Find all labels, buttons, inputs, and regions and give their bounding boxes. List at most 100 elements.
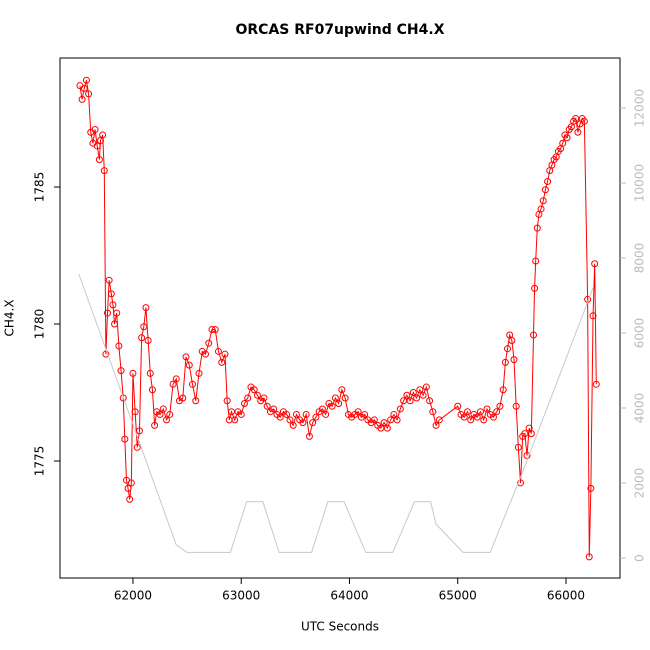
data-point <box>214 347 222 355</box>
data-point <box>328 402 336 410</box>
data-point <box>205 339 213 347</box>
data-point <box>426 397 434 405</box>
data-point <box>146 369 154 377</box>
data-point <box>142 304 150 312</box>
data-point <box>370 416 378 424</box>
data-point <box>286 416 294 424</box>
data-point <box>510 356 518 364</box>
data-point <box>309 419 317 427</box>
data-point <box>211 326 219 334</box>
data-point <box>111 320 119 328</box>
data-point <box>331 394 339 402</box>
data-point <box>104 309 112 317</box>
data-point <box>127 479 135 487</box>
data-point <box>409 389 417 397</box>
data-point <box>159 405 167 413</box>
data-point <box>496 402 504 410</box>
data-point <box>144 336 152 344</box>
data-point <box>322 410 330 418</box>
data-point <box>135 427 143 435</box>
data-point <box>208 326 216 334</box>
x-tick-label: 64000 <box>330 589 368 603</box>
y2-tick-label: 6000 <box>633 318 647 349</box>
data-point <box>91 126 99 134</box>
data-point <box>169 380 177 388</box>
data-point <box>483 405 491 413</box>
data-point <box>182 353 190 361</box>
data-point <box>172 375 180 383</box>
data-point <box>539 197 547 205</box>
data-point <box>406 397 414 405</box>
data-point <box>429 408 437 416</box>
data-point <box>544 178 552 186</box>
data-point <box>138 334 146 342</box>
data-point <box>341 394 349 402</box>
data-point <box>432 421 440 429</box>
data-point <box>380 419 388 427</box>
data-point <box>589 312 597 320</box>
data-point <box>305 432 313 440</box>
data-point <box>335 399 343 407</box>
data-point <box>514 443 522 451</box>
data-point <box>221 350 229 358</box>
x-tick-label: 62000 <box>114 589 152 603</box>
data-point <box>292 410 300 418</box>
data-point <box>416 386 424 394</box>
data-point <box>109 301 117 309</box>
data-point <box>563 134 571 142</box>
x-tick-label: 63000 <box>222 589 260 603</box>
y-tick-label: 1780 <box>33 309 47 340</box>
data-point <box>80 84 88 92</box>
data-point <box>148 386 156 394</box>
data-point <box>473 413 481 421</box>
data-point <box>390 410 398 418</box>
data-point <box>530 331 538 339</box>
data-point <box>250 386 258 394</box>
x-tick-label: 66000 <box>547 589 585 603</box>
data-point <box>253 391 261 399</box>
data-point <box>592 380 600 388</box>
data-point <box>476 408 484 416</box>
data-point <box>403 391 411 399</box>
data-point <box>527 430 535 438</box>
data-point <box>133 443 141 451</box>
plot-frame <box>59 57 621 579</box>
data-point <box>82 76 90 84</box>
data-point <box>179 394 187 402</box>
data-point <box>537 205 545 213</box>
data-point <box>312 413 320 421</box>
data-point <box>517 479 525 487</box>
data-point <box>151 421 159 429</box>
data-point <box>113 309 121 317</box>
y-tick-label: 1775 <box>33 446 47 477</box>
data-point <box>302 410 310 418</box>
data-point <box>102 350 110 358</box>
data-point <box>100 167 108 175</box>
series-line <box>78 273 594 553</box>
data-point <box>119 394 127 402</box>
data-point <box>117 367 125 375</box>
data-point <box>240 399 248 407</box>
data-point <box>531 284 539 292</box>
y2-tick-label: 4000 <box>633 393 647 424</box>
data-point <box>99 131 107 139</box>
data-point <box>163 416 171 424</box>
y2-tick-label: 2000 <box>633 468 647 499</box>
data-point <box>533 224 541 232</box>
data-point <box>185 361 193 369</box>
data-point <box>95 156 103 164</box>
y2-tick-label: 12000 <box>633 89 647 127</box>
data-point <box>121 435 129 443</box>
data-point <box>559 139 567 147</box>
data-point <box>585 553 593 561</box>
data-point <box>460 413 468 421</box>
data-point <box>218 358 226 366</box>
data-point <box>263 402 271 410</box>
data-point <box>156 410 164 418</box>
data-point <box>393 416 401 424</box>
data-point <box>129 369 137 377</box>
x-axis-label: UTC Seconds <box>301 620 379 634</box>
data-point <box>201 350 209 358</box>
y2-tick-label: 10000 <box>633 164 647 202</box>
